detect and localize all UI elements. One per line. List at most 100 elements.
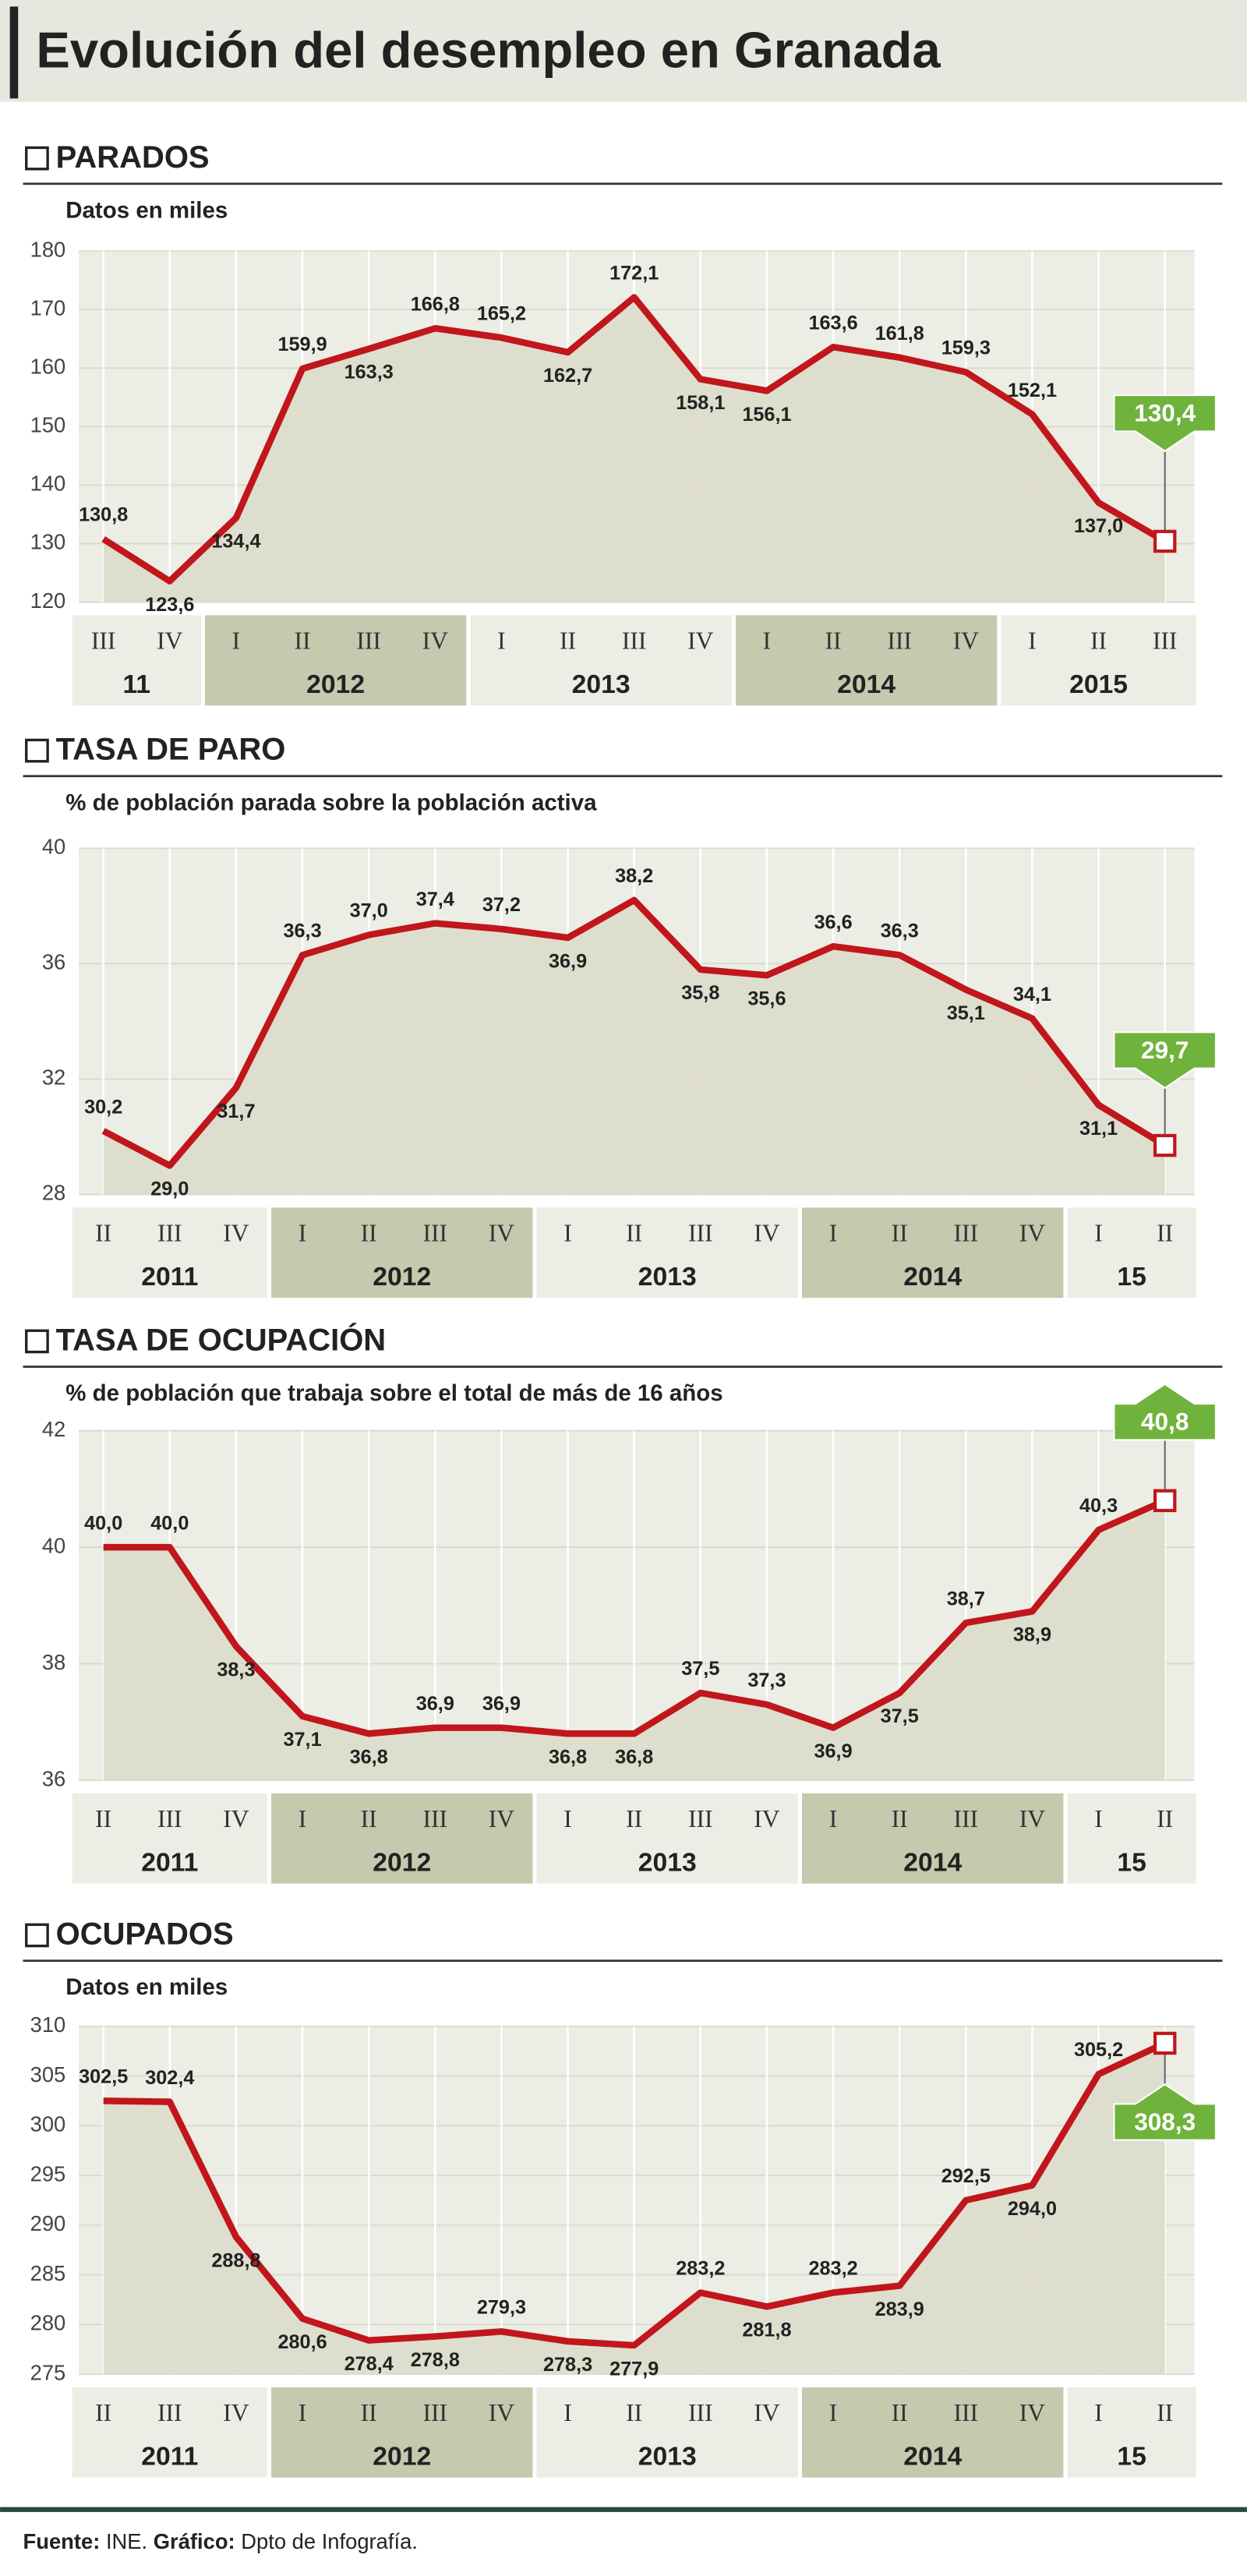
y-tick-label: 40 xyxy=(42,835,65,859)
x-tick-label: III xyxy=(423,1219,448,1246)
x-tick-label: III xyxy=(423,1805,448,1832)
x-tick-label: II xyxy=(626,1805,642,1832)
value-label: 163,6 xyxy=(808,312,857,334)
year-label: 2011 xyxy=(141,1848,198,1877)
value-label: 37,5 xyxy=(681,1658,719,1680)
highlight-label: 130,4 xyxy=(1134,399,1196,427)
y-tick-label: 150 xyxy=(30,413,66,437)
y-tick-label: 130 xyxy=(30,530,66,554)
value-label: 277,9 xyxy=(609,2358,659,2380)
x-tick-label: II xyxy=(825,627,842,654)
value-label: 36,9 xyxy=(549,950,587,972)
value-label: 137,0 xyxy=(1074,515,1123,537)
year-group xyxy=(72,1207,267,1299)
y-tick-label: 295 xyxy=(30,2161,66,2186)
chart-subtitle: Datos en miles xyxy=(65,1974,228,2000)
value-label: 166,8 xyxy=(411,293,460,315)
x-tick-label: II xyxy=(1157,1805,1173,1832)
year-group xyxy=(204,615,467,706)
x-tick-label: IV xyxy=(953,627,980,654)
x-tick-label: IV xyxy=(754,2399,780,2426)
source-label: Fuente: xyxy=(23,2529,101,2553)
value-label: 37,2 xyxy=(482,894,521,916)
y-tick-label: 170 xyxy=(30,295,66,320)
year-label: 15 xyxy=(1117,2442,1146,2471)
year-group xyxy=(1001,615,1196,706)
value-label: 161,8 xyxy=(875,323,924,345)
x-tick-label: IV xyxy=(223,1805,249,1832)
x-tick-label: I xyxy=(563,1219,572,1246)
x-tick-label: I xyxy=(829,1219,838,1246)
value-label: 36,8 xyxy=(615,1746,653,1768)
x-tick-label: III xyxy=(688,1805,713,1832)
value-label: 30,2 xyxy=(84,1096,122,1118)
value-label: 159,3 xyxy=(941,337,991,359)
value-label: 165,2 xyxy=(477,302,526,324)
year-label: 15 xyxy=(1117,1848,1146,1877)
y-tick-label: 140 xyxy=(30,472,66,496)
x-tick-label: II xyxy=(626,2399,642,2426)
year-label: 2012 xyxy=(373,1848,431,1877)
value-label: 37,3 xyxy=(747,1670,786,1691)
value-label: 35,8 xyxy=(681,982,719,1004)
x-tick-label: III xyxy=(356,627,381,654)
y-tick-label: 40 xyxy=(42,1533,65,1557)
x-tick-label: IV xyxy=(1019,2399,1046,2426)
y-tick-label: 300 xyxy=(30,2112,66,2136)
year-group xyxy=(72,615,201,706)
year-label: 2014 xyxy=(903,1263,962,1292)
x-tick-label: I xyxy=(1094,2399,1103,2426)
x-tick-label: II xyxy=(1157,2399,1173,2426)
value-label: 35,1 xyxy=(947,1002,985,1024)
x-tick-label: II xyxy=(361,1219,377,1246)
value-label: 37,4 xyxy=(416,889,454,910)
value-label: 280,6 xyxy=(277,2331,327,2353)
y-tick-label: 305 xyxy=(30,2062,66,2087)
x-tick-label: I xyxy=(232,627,241,654)
value-label: 279,3 xyxy=(477,2296,526,2318)
y-tick-label: 285 xyxy=(30,2261,66,2285)
y-tick-label: 38 xyxy=(42,1650,65,1674)
highlight-label: 40,8 xyxy=(1141,1408,1189,1436)
value-label: 38,3 xyxy=(217,1659,255,1680)
y-tick-label: 180 xyxy=(30,237,66,261)
highlight-box xyxy=(1113,2083,1217,2141)
x-tick-label: II xyxy=(1090,627,1107,654)
value-label: 305,2 xyxy=(1074,2039,1123,2061)
x-tick-label: IV xyxy=(157,627,183,654)
value-label: 35,6 xyxy=(747,988,786,1009)
year-group xyxy=(802,1793,1064,1884)
x-tick-label: II xyxy=(560,627,576,654)
x-tick-label: III xyxy=(423,2399,448,2426)
x-tick-label: II xyxy=(892,1219,908,1246)
last-point xyxy=(1153,1489,1177,1513)
year-group xyxy=(1067,2387,1196,2478)
chart-subtitle: % de población parada sobre la población… xyxy=(65,790,597,815)
section-title: PARADOS xyxy=(56,140,210,175)
x-tick-label: IV xyxy=(687,627,714,654)
x-tick-label: II xyxy=(892,2399,908,2426)
value-label: 36,3 xyxy=(283,920,321,942)
y-tick-label: 42 xyxy=(42,1417,65,1441)
line xyxy=(101,294,1167,585)
year-label: 2014 xyxy=(837,670,896,699)
year-group xyxy=(72,2387,267,2478)
highlight-label: 29,7 xyxy=(1141,1036,1189,1064)
year-group xyxy=(536,1793,798,1884)
line xyxy=(103,1497,1167,1737)
value-label: 278,8 xyxy=(411,2349,460,2371)
last-point xyxy=(1153,2031,1177,2055)
x-tick-label: III xyxy=(688,1219,713,1246)
x-tick-label: III xyxy=(688,2399,713,2426)
value-label: 123,6 xyxy=(145,594,194,616)
x-tick-label: I xyxy=(299,1805,307,1832)
value-label: 162,7 xyxy=(543,365,592,387)
year-group xyxy=(802,2387,1064,2478)
x-tick-label: I xyxy=(299,2399,307,2426)
y-tick-label: 120 xyxy=(30,588,66,613)
value-label: 37,0 xyxy=(350,900,388,922)
year-label: 2013 xyxy=(638,1263,697,1292)
x-tick-label: I xyxy=(1094,1805,1103,1832)
value-label: 163,3 xyxy=(344,362,394,383)
value-label: 156,1 xyxy=(742,404,791,426)
